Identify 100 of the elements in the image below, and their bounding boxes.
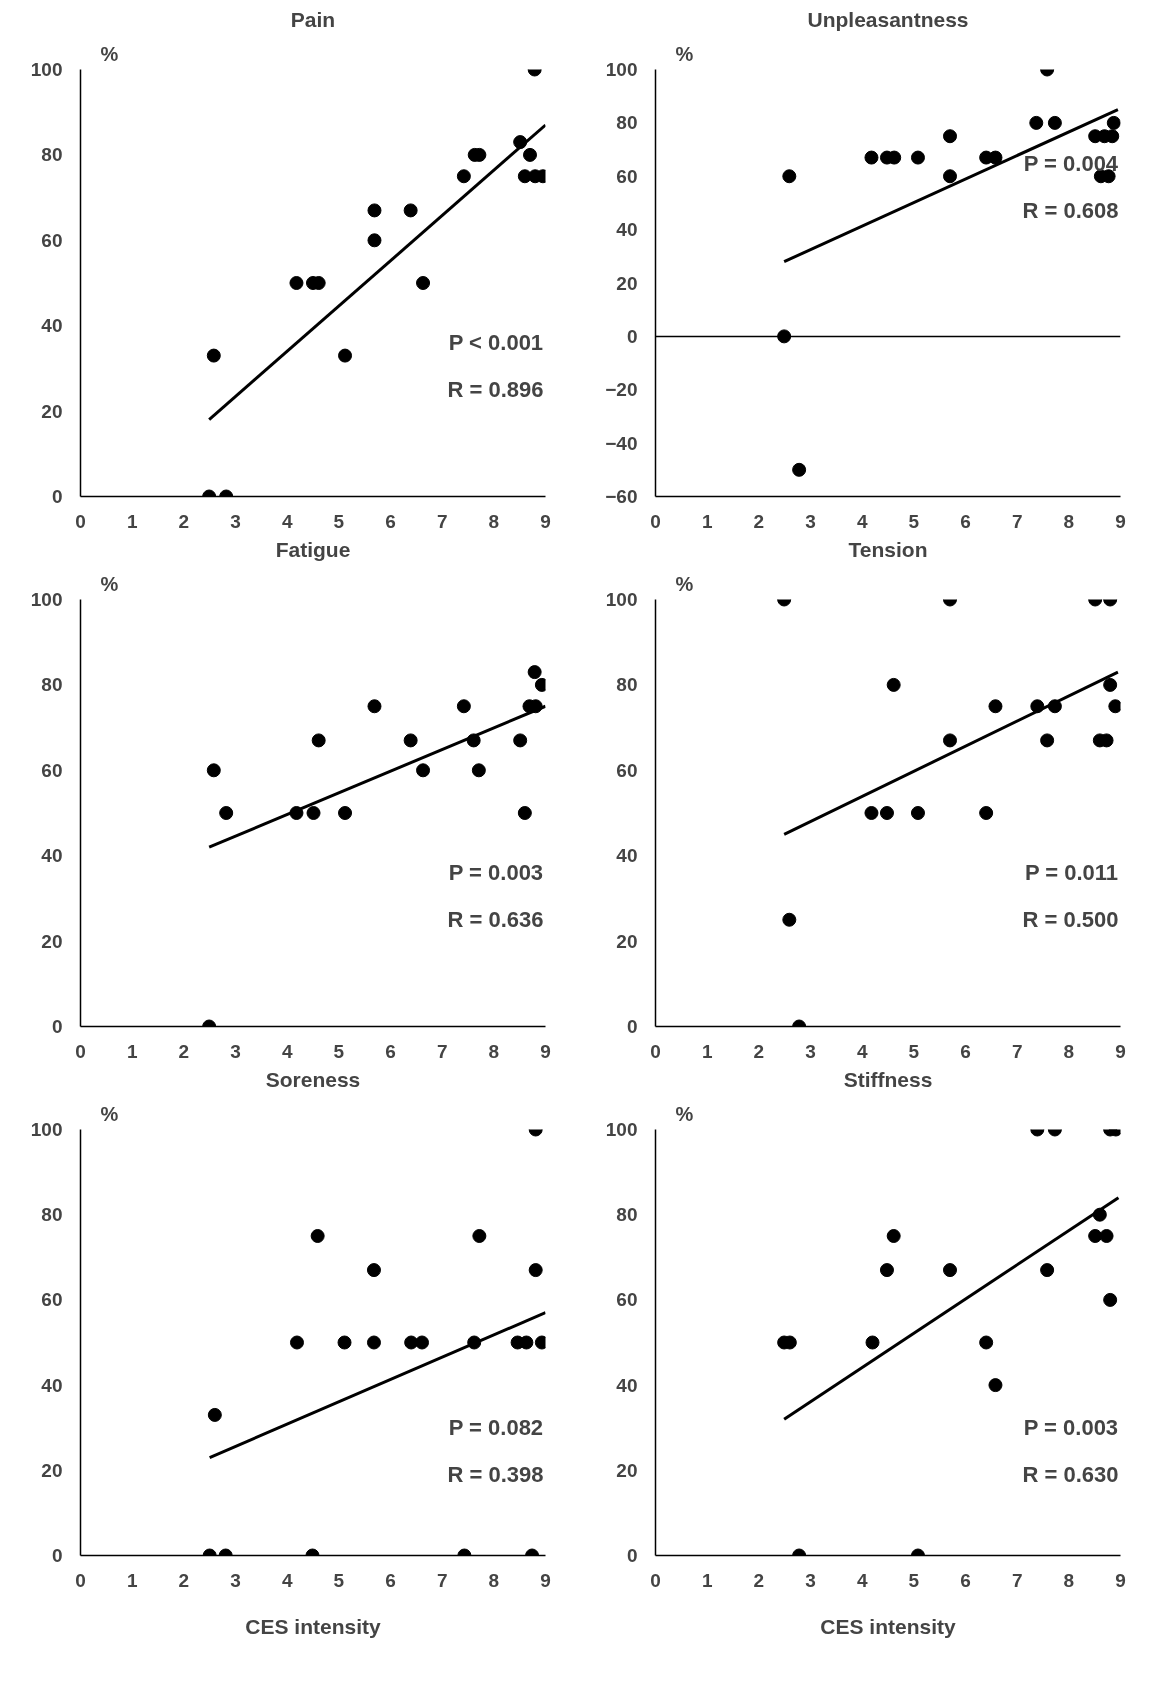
x-tick-label: 7 xyxy=(436,1040,448,1062)
x-tick-label: 0 xyxy=(650,1569,661,1591)
x-tick-label: 1 xyxy=(701,1569,713,1591)
x-tick-label: 5 xyxy=(908,1040,920,1062)
y-tick-label: −60 xyxy=(605,486,638,507)
x-tick-label: 7 xyxy=(436,1569,448,1591)
x-tick-label: 3 xyxy=(805,1040,816,1062)
chart-title: Pain xyxy=(290,7,336,31)
x-tick-label: 9 xyxy=(540,1569,551,1591)
x-tick-label: 3 xyxy=(805,1569,816,1591)
y-tick-label: 0 xyxy=(51,1545,63,1566)
x-tick-label: 7 xyxy=(1011,1040,1023,1062)
y-tick-label: 20 xyxy=(41,930,63,952)
x-tick-label: 2 xyxy=(753,1040,765,1062)
y-tick-label: 80 xyxy=(616,112,638,134)
y-tick-label: 20 xyxy=(616,1459,638,1481)
y-axis-title: % xyxy=(100,1102,119,1125)
x-tick-label: 8 xyxy=(1063,510,1075,532)
x-tick-label: 8 xyxy=(1063,1040,1075,1062)
annotation: P = 0.004 xyxy=(1023,150,1119,176)
x-tick-label: 3 xyxy=(230,1569,241,1591)
y-tick-label: 60 xyxy=(616,165,638,187)
y-tick-label: 40 xyxy=(616,219,638,241)
x-axis-title: CES intensity xyxy=(245,1614,381,1638)
x-tick-label: 3 xyxy=(230,1040,241,1062)
x-axis-title: CES intensity xyxy=(820,1614,956,1638)
y-tick-label: 40 xyxy=(616,845,638,867)
x-tick-label: 6 xyxy=(385,510,396,532)
x-tick-label: 3 xyxy=(230,510,241,532)
x-tick-label: 2 xyxy=(178,1569,190,1591)
y-tick-label: 40 xyxy=(41,315,63,337)
y-tick-label: 80 xyxy=(616,674,638,696)
x-tick-label: 8 xyxy=(1063,1569,1075,1591)
y-tick-label: 60 xyxy=(41,759,63,781)
y-tick-label: 100 xyxy=(30,589,63,610)
x-tick-label: 1 xyxy=(701,1040,713,1062)
y-tick-label: 0 xyxy=(51,486,63,507)
annotation: R = 0.500 xyxy=(1022,907,1119,933)
y-tick-label: −20 xyxy=(605,379,638,401)
annotation: P = 0.003 xyxy=(448,860,544,886)
y-tick-label: −40 xyxy=(605,432,638,454)
x-tick-label: 9 xyxy=(540,1040,551,1062)
x-tick-label: 9 xyxy=(540,510,551,532)
y-tick-label: 0 xyxy=(626,325,638,347)
y-tick-label: 0 xyxy=(51,1016,63,1037)
y-tick-label: 100 xyxy=(30,1119,63,1140)
annotation: P = 0.011 xyxy=(1024,860,1119,886)
y-tick-label: 20 xyxy=(616,272,638,294)
y-tick-label: 40 xyxy=(41,845,63,867)
x-tick-label: 9 xyxy=(1115,510,1126,532)
x-tick-label: 0 xyxy=(75,1040,86,1062)
x-tick-label: 3 xyxy=(805,510,816,532)
y-tick-label: 20 xyxy=(41,1459,63,1481)
y-tick-label: 20 xyxy=(41,400,63,422)
y-axis-title: % xyxy=(675,572,694,595)
y-tick-label: 80 xyxy=(41,1204,63,1226)
annotation: R = 0.630 xyxy=(1022,1462,1119,1488)
y-tick-label: 0 xyxy=(626,1016,638,1037)
y-axis-title: % xyxy=(100,42,119,65)
x-tick-label: 4 xyxy=(281,510,293,532)
y-tick-label: 100 xyxy=(30,59,63,80)
x-tick-label: 9 xyxy=(1115,1040,1126,1062)
x-tick-label: 1 xyxy=(126,1040,138,1062)
x-tick-label: 2 xyxy=(753,510,765,532)
chart-title: Soreness xyxy=(265,1067,361,1091)
x-tick-label: 7 xyxy=(1011,510,1023,532)
chart-title: Stiffness xyxy=(843,1067,933,1091)
x-tick-label: 8 xyxy=(488,1040,500,1062)
x-tick-label: 2 xyxy=(178,510,190,532)
x-tick-label: 1 xyxy=(701,510,713,532)
chart-title: Unpleasantness xyxy=(807,7,969,31)
chart-title: Tension xyxy=(848,537,928,561)
y-axis-title: % xyxy=(100,572,119,595)
x-tick-label: 5 xyxy=(333,1040,345,1062)
x-tick-label: 6 xyxy=(960,510,971,532)
x-tick-label: 2 xyxy=(178,1040,190,1062)
x-tick-label: 5 xyxy=(908,510,920,532)
y-tick-label: 60 xyxy=(41,229,63,251)
y-tick-label: 100 xyxy=(605,59,638,80)
x-tick-label: 1 xyxy=(126,510,138,532)
x-tick-label: 4 xyxy=(856,510,868,532)
y-tick-label: 80 xyxy=(41,144,63,166)
y-tick-label: 80 xyxy=(41,674,63,696)
x-tick-label: 0 xyxy=(75,510,86,532)
x-tick-label: 5 xyxy=(908,1569,920,1591)
x-tick-label: 4 xyxy=(281,1569,293,1591)
x-tick-label: 7 xyxy=(436,510,448,532)
x-tick-label: 5 xyxy=(333,510,345,532)
y-tick-label: 80 xyxy=(616,1204,638,1226)
y-tick-label: 40 xyxy=(616,1374,638,1396)
x-tick-label: 0 xyxy=(75,1569,86,1591)
x-tick-label: 2 xyxy=(753,1569,765,1591)
x-tick-label: 0 xyxy=(650,1040,661,1062)
annotation: P = 0.082 xyxy=(448,1415,544,1441)
y-axis-title: % xyxy=(675,42,694,65)
x-tick-label: 9 xyxy=(1115,1569,1126,1591)
x-tick-label: 8 xyxy=(488,1569,500,1591)
y-tick-label: 100 xyxy=(605,589,638,610)
y-tick-label: 0 xyxy=(626,1545,638,1566)
y-axis-title: % xyxy=(675,1102,694,1125)
